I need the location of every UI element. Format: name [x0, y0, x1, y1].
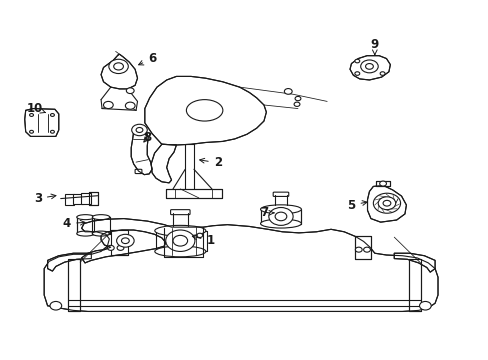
Circle shape	[165, 230, 195, 251]
Text: 3: 3	[34, 192, 56, 205]
Polygon shape	[101, 54, 137, 89]
Polygon shape	[156, 231, 206, 251]
Circle shape	[379, 72, 384, 75]
Circle shape	[50, 113, 54, 116]
Circle shape	[136, 127, 142, 132]
Polygon shape	[151, 144, 176, 183]
Circle shape	[109, 59, 128, 73]
Ellipse shape	[155, 246, 205, 257]
Circle shape	[125, 102, 135, 109]
Ellipse shape	[260, 219, 301, 228]
Polygon shape	[393, 253, 434, 272]
Polygon shape	[375, 181, 389, 186]
Polygon shape	[260, 209, 301, 224]
Polygon shape	[144, 76, 266, 145]
Circle shape	[284, 89, 291, 94]
Text: 4: 4	[63, 217, 85, 230]
Ellipse shape	[92, 215, 110, 220]
Circle shape	[126, 88, 134, 94]
Circle shape	[379, 181, 386, 186]
Circle shape	[268, 207, 292, 225]
Ellipse shape	[77, 231, 94, 236]
Circle shape	[30, 113, 33, 116]
Polygon shape	[89, 192, 98, 205]
Circle shape	[365, 64, 372, 69]
Polygon shape	[131, 131, 152, 175]
Circle shape	[354, 72, 359, 75]
Circle shape	[372, 193, 400, 213]
Text: 7: 7	[259, 206, 273, 219]
Text: 5: 5	[346, 198, 366, 212]
Polygon shape	[47, 253, 91, 271]
Circle shape	[107, 246, 114, 250]
Polygon shape	[44, 219, 437, 311]
Circle shape	[355, 247, 362, 252]
Circle shape	[117, 246, 123, 250]
Text: 9: 9	[370, 39, 378, 55]
Circle shape	[382, 201, 390, 206]
Circle shape	[173, 235, 187, 246]
Ellipse shape	[77, 215, 94, 220]
Polygon shape	[355, 237, 370, 258]
Text: 6: 6	[138, 52, 156, 65]
Circle shape	[131, 124, 147, 136]
Text: 2: 2	[199, 156, 222, 169]
Ellipse shape	[186, 100, 223, 121]
Polygon shape	[408, 259, 420, 311]
FancyBboxPatch shape	[273, 192, 288, 197]
Text: 1: 1	[192, 234, 214, 247]
Polygon shape	[25, 109, 59, 136]
Circle shape	[360, 60, 377, 73]
Polygon shape	[111, 230, 127, 255]
Circle shape	[419, 301, 430, 310]
Circle shape	[30, 130, 33, 133]
Ellipse shape	[92, 231, 110, 236]
Polygon shape	[68, 258, 80, 311]
Polygon shape	[367, 185, 406, 222]
Circle shape	[293, 102, 299, 107]
Circle shape	[275, 212, 286, 221]
Polygon shape	[77, 217, 94, 234]
Circle shape	[197, 233, 202, 238]
Circle shape	[114, 63, 123, 70]
Circle shape	[377, 197, 395, 210]
Circle shape	[50, 301, 61, 310]
Circle shape	[50, 130, 54, 133]
Bar	[81, 193, 91, 203]
Polygon shape	[81, 230, 165, 263]
Circle shape	[354, 59, 359, 63]
Ellipse shape	[155, 225, 205, 236]
Circle shape	[116, 234, 134, 247]
Ellipse shape	[260, 205, 301, 214]
Circle shape	[103, 102, 113, 109]
Text: 8: 8	[143, 131, 151, 144]
Circle shape	[294, 96, 300, 101]
FancyBboxPatch shape	[135, 169, 142, 174]
FancyBboxPatch shape	[170, 210, 190, 215]
Text: 10: 10	[26, 102, 45, 115]
Circle shape	[121, 238, 129, 244]
Polygon shape	[349, 56, 389, 80]
Polygon shape	[92, 217, 110, 234]
Bar	[64, 194, 74, 205]
Bar	[73, 194, 83, 204]
Polygon shape	[165, 189, 221, 198]
Circle shape	[363, 247, 370, 252]
